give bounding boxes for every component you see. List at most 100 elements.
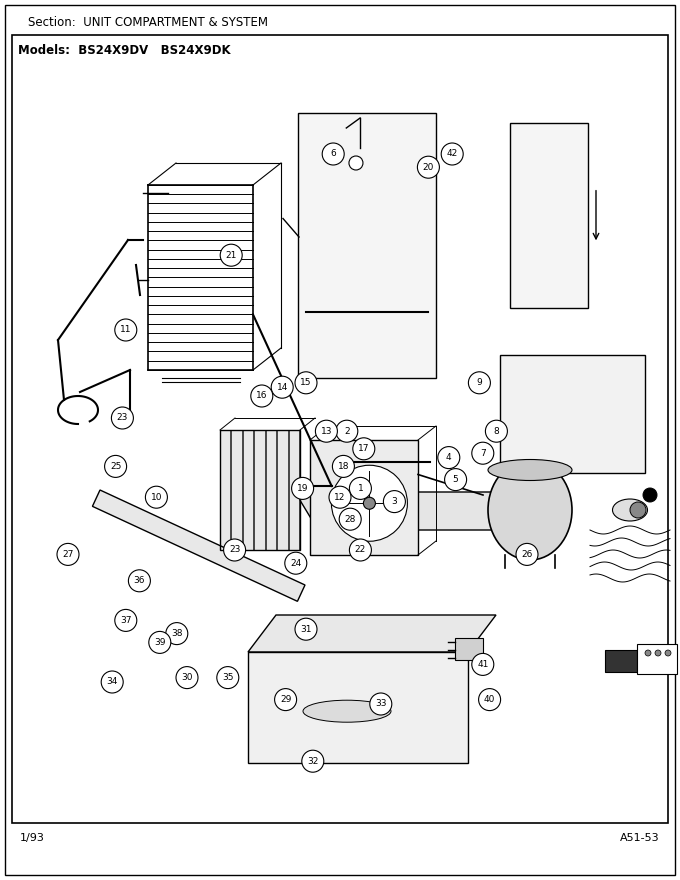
Bar	[243, 430, 253, 550]
Text: 14: 14	[277, 383, 288, 392]
Circle shape	[251, 385, 273, 407]
Text: 20: 20	[423, 163, 434, 172]
Text: 35: 35	[222, 673, 233, 682]
Circle shape	[643, 488, 657, 502]
FancyBboxPatch shape	[637, 644, 677, 674]
Circle shape	[336, 420, 358, 442]
Bar	[605, 650, 637, 672]
Circle shape	[370, 693, 392, 715]
Circle shape	[295, 618, 317, 640]
Circle shape	[445, 468, 466, 490]
Text: 25: 25	[110, 462, 121, 471]
Text: Section:  UNIT COMPARTMENT & SYSTEM: Section: UNIT COMPARTMENT & SYSTEM	[28, 16, 268, 28]
Text: 41: 41	[477, 660, 488, 669]
Circle shape	[57, 543, 79, 565]
Text: 5: 5	[453, 475, 458, 484]
Circle shape	[217, 666, 239, 688]
Circle shape	[220, 244, 242, 266]
Circle shape	[645, 650, 651, 656]
Circle shape	[115, 609, 137, 631]
Circle shape	[285, 553, 307, 574]
Circle shape	[129, 570, 150, 591]
Circle shape	[146, 486, 167, 508]
Circle shape	[384, 490, 405, 512]
Circle shape	[115, 319, 137, 341]
Circle shape	[418, 156, 439, 178]
Circle shape	[353, 437, 375, 459]
Text: 27: 27	[63, 550, 73, 559]
Text: 36: 36	[134, 576, 145, 585]
Text: 10: 10	[151, 493, 162, 502]
Text: 15: 15	[301, 378, 311, 387]
Polygon shape	[248, 615, 496, 652]
Ellipse shape	[488, 460, 572, 560]
Text: 4: 4	[446, 453, 452, 462]
Text: 11: 11	[120, 326, 131, 334]
Ellipse shape	[488, 459, 572, 480]
Circle shape	[295, 371, 317, 394]
Circle shape	[630, 502, 646, 518]
Text: 37: 37	[120, 616, 131, 625]
Circle shape	[469, 371, 490, 394]
Text: 22: 22	[355, 546, 366, 554]
Text: 1/93: 1/93	[20, 833, 45, 843]
Circle shape	[333, 456, 354, 477]
Circle shape	[166, 622, 188, 644]
Ellipse shape	[613, 499, 647, 521]
Circle shape	[275, 688, 296, 710]
Text: 12: 12	[335, 493, 345, 502]
Text: 34: 34	[107, 678, 118, 686]
Text: 9: 9	[477, 378, 482, 387]
Text: 16: 16	[256, 392, 267, 400]
Text: 32: 32	[307, 757, 318, 766]
Circle shape	[655, 650, 661, 656]
Text: 28: 28	[345, 515, 356, 524]
Bar	[231, 430, 242, 550]
Polygon shape	[92, 490, 305, 601]
Circle shape	[363, 497, 375, 510]
Text: 30: 30	[182, 673, 192, 682]
Circle shape	[176, 666, 198, 688]
Text: 23: 23	[229, 546, 240, 554]
Circle shape	[292, 477, 313, 499]
Text: 26: 26	[522, 550, 532, 559]
Circle shape	[472, 653, 494, 675]
Circle shape	[329, 486, 351, 508]
Bar	[254, 430, 265, 550]
Bar	[220, 430, 300, 550]
Bar	[310, 440, 418, 555]
Text: 18: 18	[338, 462, 349, 471]
Circle shape	[665, 650, 671, 656]
Text: 7: 7	[480, 449, 486, 458]
Bar	[500, 355, 645, 473]
Text: 39: 39	[154, 638, 165, 647]
Text: 29: 29	[280, 695, 291, 704]
Text: 33: 33	[375, 700, 386, 708]
Circle shape	[331, 466, 407, 541]
Bar	[277, 430, 288, 550]
Circle shape	[441, 143, 463, 165]
Circle shape	[271, 376, 293, 398]
Text: 31: 31	[301, 625, 311, 634]
Text: 8: 8	[494, 427, 499, 436]
Bar	[266, 430, 276, 550]
Bar	[12, 35, 668, 823]
Circle shape	[316, 420, 337, 442]
Circle shape	[516, 543, 538, 565]
Polygon shape	[295, 492, 568, 530]
Circle shape	[349, 156, 363, 170]
Bar	[455, 638, 483, 660]
Circle shape	[105, 456, 126, 477]
Bar	[510, 123, 588, 308]
Text: 21: 21	[226, 251, 237, 260]
Circle shape	[350, 477, 371, 499]
Circle shape	[350, 539, 371, 561]
Text: 38: 38	[171, 629, 182, 638]
Circle shape	[339, 508, 361, 530]
Circle shape	[479, 688, 500, 710]
Circle shape	[472, 442, 494, 464]
Text: 40: 40	[484, 695, 495, 704]
Circle shape	[101, 671, 123, 693]
Text: 3: 3	[392, 497, 397, 506]
Bar	[298, 113, 436, 378]
